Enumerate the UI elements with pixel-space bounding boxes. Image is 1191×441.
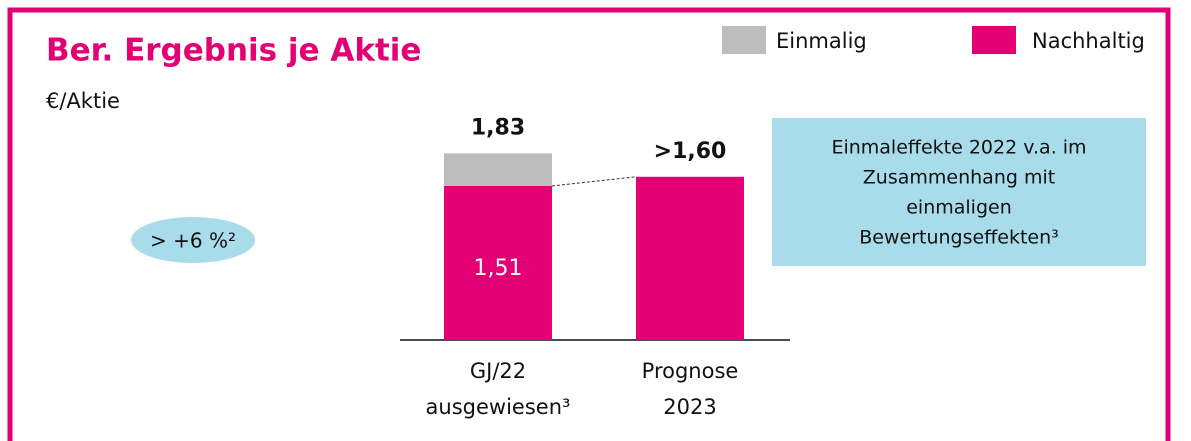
connector [551, 176, 637, 187]
total-label: >1,60 [654, 139, 727, 164]
badge-shape [131, 217, 255, 263]
annotation-box [772, 118, 1146, 266]
legend-swatch [722, 26, 766, 54]
value-label: 1,51 [474, 256, 523, 281]
total-label: 1,83 [471, 115, 525, 140]
annotation-line: Bewertungseffekten³ [859, 227, 1059, 249]
bar-segment [636, 176, 744, 340]
x-tick-label: Prognose [642, 359, 739, 383]
bar-segment [444, 185, 552, 340]
annotation-line: einmaligen [906, 197, 1012, 219]
badge: > +6 %² [150, 229, 236, 253]
bar-segment [444, 153, 552, 186]
x-tick-label: 2023 [663, 395, 716, 419]
legend-label: Nachhaltig [1032, 29, 1145, 53]
annotation-line: Einmaleffekte 2022 v.a. im [831, 137, 1086, 159]
x-tick-label: GJ/22 [470, 359, 526, 383]
annotation-line: Zusammenhang mit [863, 167, 1055, 189]
subtitle: €/Aktie [46, 89, 120, 113]
x-tick-label: ausgewiesen³ [426, 395, 571, 419]
chart-title: Ber. Ergebnis je Aktie [46, 33, 421, 69]
legend-label: Einmalig [776, 29, 867, 53]
frame [7, 7, 1171, 441]
legend-swatch [972, 26, 1016, 54]
